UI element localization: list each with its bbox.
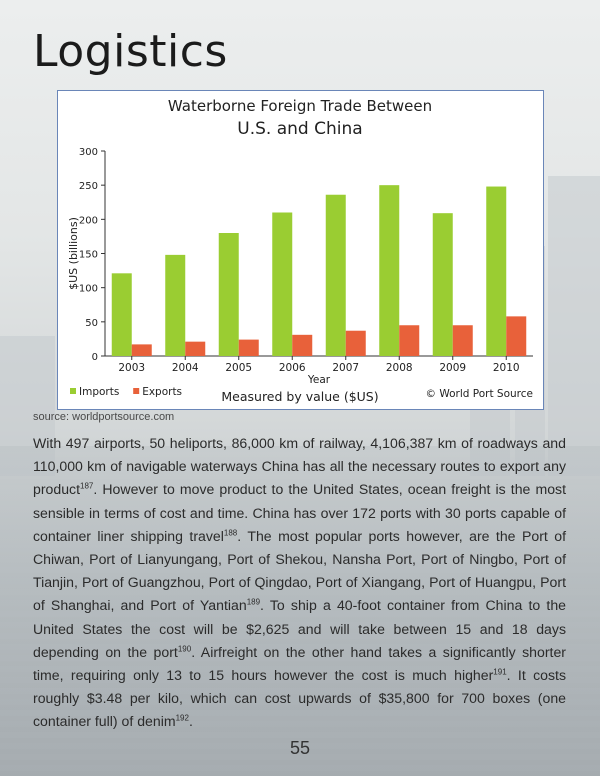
bar-imports xyxy=(218,233,239,356)
background-building xyxy=(548,176,600,476)
x-tick-label: 2005 xyxy=(225,362,252,374)
paragraph-text: . Airfreight on the other hand takes a s… xyxy=(33,643,566,684)
y-axis-label: $US (billions) xyxy=(67,217,80,290)
page-number: 55 xyxy=(289,738,311,758)
bar-imports xyxy=(272,212,293,356)
bar-exports xyxy=(506,316,527,356)
x-tick-label: 2008 xyxy=(386,362,413,374)
x-tick-label: 2010 xyxy=(493,362,520,374)
bar-exports xyxy=(185,341,206,356)
y-tick-label: 150 xyxy=(79,250,98,261)
bar-exports xyxy=(238,339,259,356)
y-tick-label: 50 xyxy=(85,318,98,329)
bar-exports xyxy=(131,344,152,356)
footnote-marker: 192 xyxy=(175,713,189,723)
source-caption: source: worldportsource.com xyxy=(33,411,175,423)
x-axis-label: Year xyxy=(307,374,331,386)
y-tick-label: 300 xyxy=(79,147,98,158)
chart-canvas: Waterborne Foreign Trade Between U.S. and… xyxy=(67,97,533,404)
chart-credit: © World Port Source xyxy=(426,388,533,400)
bar-chart: Waterborne Foreign Trade Between U.S. and… xyxy=(57,90,544,410)
x-tick-label: 2007 xyxy=(332,362,359,374)
x-tick-label: 2009 xyxy=(439,362,466,374)
legend-swatch-imports xyxy=(70,388,76,394)
bar-exports xyxy=(345,330,366,356)
paragraph-text: . It costs roughly $3.48 per kilo, which… xyxy=(33,667,566,730)
paragraph-text: . To ship a 40-foot container from China… xyxy=(33,597,566,660)
legend-label: Imports xyxy=(79,386,119,398)
bar-exports xyxy=(452,325,473,356)
body-paragraph: With 497 airports, 50 heliports, 86,000 … xyxy=(33,432,566,734)
bar-imports xyxy=(432,213,453,356)
bar-imports xyxy=(111,273,132,356)
y-tick-label: 200 xyxy=(79,215,98,226)
bar-imports xyxy=(325,194,346,356)
paragraph-text: With 497 airports, 50 heliports, 86,000 … xyxy=(33,435,566,498)
footnote-marker: 188 xyxy=(223,528,238,538)
chart-footer-note: Measured by value ($US) xyxy=(221,389,378,404)
legend-swatch-exports xyxy=(133,388,140,394)
bar-exports xyxy=(292,334,313,356)
y-tick-label: 100 xyxy=(79,284,98,295)
paragraph-text: . However to move product to the United … xyxy=(33,481,566,544)
x-tick-label: 2003 xyxy=(118,362,145,374)
footnote-marker: 189 xyxy=(246,597,261,607)
footnote-marker: 191 xyxy=(493,667,507,677)
chart-title: U.S. and China xyxy=(237,119,362,139)
footnote-marker: 190 xyxy=(177,644,192,654)
bar-imports xyxy=(379,185,400,356)
bar-imports xyxy=(486,186,507,356)
x-tick-label: 2004 xyxy=(172,362,199,374)
paragraph-text: . The most popular ports however, are th… xyxy=(33,527,566,614)
bar-exports xyxy=(399,325,420,356)
bar-imports xyxy=(165,254,186,356)
y-tick-label: 250 xyxy=(79,181,98,192)
y-tick-label: 0 xyxy=(92,352,98,363)
page-title: Logistics xyxy=(33,26,228,77)
footnote-marker: 187 xyxy=(80,481,94,491)
x-tick-label: 2006 xyxy=(279,362,306,374)
chart-title: Waterborne Foreign Trade Between xyxy=(168,97,432,115)
legend-label: Exports xyxy=(142,386,182,398)
paragraph-text: . xyxy=(188,713,193,730)
